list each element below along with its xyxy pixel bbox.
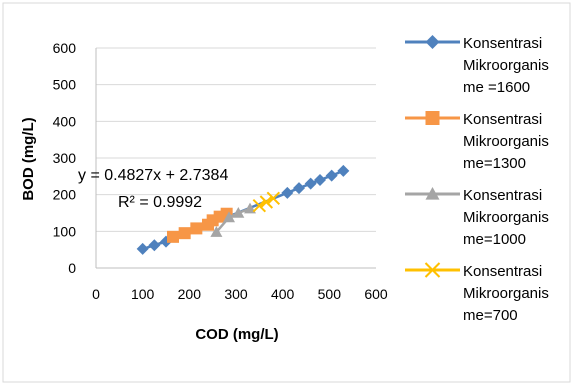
y-tick-label: 0 — [68, 260, 76, 276]
legend-item: Konsentrasi Mikroorganis me =1600 — [405, 35, 549, 96]
x-axis-title: COD (mg/L) — [195, 326, 278, 343]
y-tick-label: 600 — [53, 40, 77, 56]
data-point — [167, 230, 179, 243]
data-point — [281, 186, 294, 199]
legend-label: Mikroorganis — [463, 57, 549, 74]
axes: 0 100 200 300 400 500 600 0 100 200 300 400 500 600 — [53, 40, 388, 302]
data-point — [304, 177, 317, 190]
y-axis-title: BOD (mg/L) — [20, 117, 37, 200]
data-point — [266, 191, 281, 206]
legend-label: Mikroorganis — [463, 133, 549, 150]
data-point — [190, 222, 203, 235]
data-point — [136, 242, 149, 255]
data-point — [293, 182, 305, 195]
y-tick-label: 200 — [53, 187, 77, 203]
data-point — [425, 111, 440, 125]
data-point — [148, 239, 161, 252]
x-tick-label: 300 — [224, 286, 248, 302]
x-tick-label: 200 — [178, 286, 202, 302]
data-point — [425, 187, 440, 200]
data-point — [424, 262, 441, 278]
data-point — [210, 226, 223, 237]
y-tick-label: 400 — [53, 113, 77, 129]
labels: COD (mg/L) BOD (mg/L) y = 0.4827x + 2.73… — [20, 117, 279, 343]
legend-item: Konsentrasi Mikroorganis me=1300 — [405, 111, 549, 172]
y-tick-label: 500 — [53, 77, 77, 93]
legend-label: me=1300 — [463, 155, 526, 172]
y-tick-label: 100 — [53, 223, 77, 239]
data-point — [223, 211, 235, 223]
x-tick-label: 400 — [271, 286, 295, 302]
series-4 — [252, 191, 281, 213]
data-point — [259, 195, 274, 209]
series-line — [215, 207, 251, 233]
legend-label: Konsentrasi — [463, 35, 542, 52]
legend-label: Konsentrasi — [463, 263, 542, 280]
legend-label: Mikroorganis — [463, 285, 549, 302]
legend-label: me =1600 — [463, 79, 530, 96]
series-1 — [136, 164, 350, 255]
data-point — [178, 227, 191, 240]
legend-label: Konsentrasi — [463, 187, 542, 204]
legend-label: Konsentrasi — [463, 111, 542, 128]
data-point — [425, 35, 440, 49]
legend-item: Konsentrasi Mikroorganis me=1000 — [405, 187, 549, 248]
legend-label: me=1000 — [463, 231, 526, 248]
data-point — [232, 207, 245, 218]
series-2 — [167, 207, 233, 243]
trendline-r-squared: R² = 0.9992 — [118, 194, 202, 211]
legend-label: Mikroorganis — [463, 209, 549, 226]
x-tick-label: 100 — [131, 286, 155, 302]
data-point — [337, 164, 350, 177]
data-point — [325, 169, 338, 182]
x-tick-label: 500 — [318, 286, 342, 302]
x-tick-label: 600 — [364, 286, 388, 302]
trendline-equation: y = 0.4827x + 2.7384 — [78, 167, 228, 184]
data-point — [314, 174, 326, 186]
series-3 — [210, 202, 256, 237]
y-tick-label: 300 — [53, 150, 77, 166]
data-point — [252, 198, 267, 213]
series-layer — [136, 164, 350, 255]
legend-item: Konsentrasi Mikroorganis me=700 — [405, 262, 549, 324]
legend-label: me=700 — [463, 307, 518, 324]
x-tick-label: 0 — [92, 286, 100, 302]
